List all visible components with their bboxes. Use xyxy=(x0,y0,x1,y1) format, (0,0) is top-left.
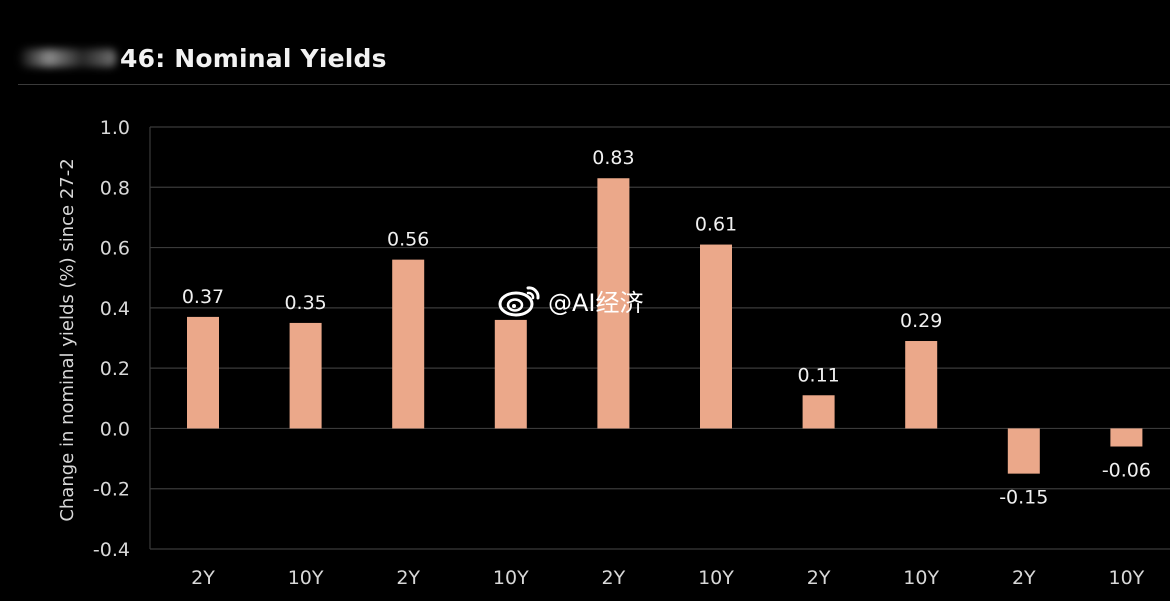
y-tick-label: 0.6 xyxy=(100,238,130,260)
bar xyxy=(494,319,527,429)
watermark-text: @AI经济 xyxy=(548,288,644,317)
chart-title: 46: Nominal Yields xyxy=(120,43,387,73)
x-tick-label: 2Y xyxy=(396,567,420,589)
x-axis-ticks: 2Y 10Y 2Y 10Y 2Y 10Y 2Y 10Y 2Y 10Y xyxy=(191,567,1145,589)
data-label: 0.29 xyxy=(900,310,942,332)
y-tick-label: 1.0 xyxy=(100,117,130,139)
bar xyxy=(289,322,322,429)
data-labels: 0.37 0.35 0.56 0.83 0.61 0.11 0.29 -0.15 -0.06 xyxy=(182,147,1151,508)
x-tick-label: 2Y xyxy=(1012,567,1036,589)
data-label: -0.15 xyxy=(999,487,1048,509)
data-label: -0.06 xyxy=(1102,460,1151,482)
x-tick-label: 2Y xyxy=(807,567,831,589)
y-tick-label: -0.2 xyxy=(93,479,130,501)
x-tick-label: 10Y xyxy=(698,567,734,589)
bar xyxy=(597,178,630,429)
x-tick-label: 2Y xyxy=(602,567,626,589)
bar xyxy=(905,341,938,429)
x-tick-label: 10Y xyxy=(903,567,939,589)
y-axis-ticks: 1.0 0.8 0.6 0.4 0.2 0.0 -0.2 -0.4 xyxy=(93,117,130,561)
bar xyxy=(700,244,732,429)
y-tick-label: 0.2 xyxy=(100,358,130,380)
y-tick-label: 0.4 xyxy=(100,298,130,320)
bar xyxy=(392,259,425,429)
x-tick-label: 2Y xyxy=(191,567,215,589)
watermark: @AI经济 xyxy=(498,282,644,318)
title-divider xyxy=(18,84,1170,85)
bar xyxy=(1007,428,1040,474)
x-tick-label: 10Y xyxy=(288,567,324,589)
data-label: 0.11 xyxy=(797,364,839,386)
bar xyxy=(187,316,219,429)
y-tick-label: 0.0 xyxy=(100,418,130,440)
bars xyxy=(187,178,1143,474)
weibo-icon xyxy=(498,286,540,317)
data-label: 0.56 xyxy=(387,229,429,251)
title-row: 46: Nominal Yields xyxy=(20,38,387,78)
obscured-title-prefix xyxy=(20,49,116,67)
bar xyxy=(802,395,835,429)
y-axis-label: Change in nominal yields (%) since 27-2 xyxy=(57,158,78,521)
y-tick-label: -0.4 xyxy=(93,539,130,561)
data-label: 0.83 xyxy=(592,147,634,169)
data-label: 0.61 xyxy=(695,214,737,236)
y-tick-label: 0.8 xyxy=(100,177,130,199)
data-label: 0.37 xyxy=(182,286,224,308)
data-label: 0.35 xyxy=(284,292,326,314)
bar xyxy=(1110,428,1143,447)
x-tick-label: 10Y xyxy=(1109,567,1145,589)
x-tick-label: 10Y xyxy=(493,567,529,589)
